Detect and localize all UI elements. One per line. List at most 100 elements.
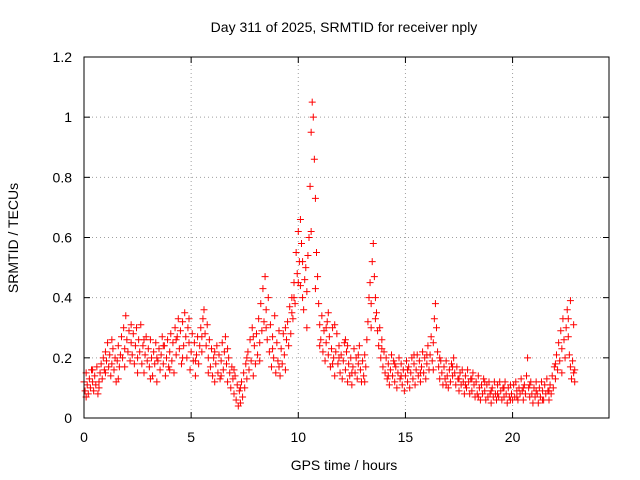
data-point <box>246 336 254 344</box>
data-point <box>227 384 235 392</box>
data-point <box>180 342 188 350</box>
data-point <box>319 348 327 356</box>
data-point <box>407 369 415 377</box>
data-point <box>269 333 277 341</box>
data-point <box>134 354 142 362</box>
data-point <box>410 351 418 359</box>
data-point <box>409 375 417 383</box>
data-point <box>455 375 463 383</box>
y-tick-label: 0.8 <box>53 169 73 185</box>
data-point <box>427 333 435 341</box>
data-point <box>158 333 166 341</box>
data-point <box>354 360 362 368</box>
data-point <box>375 342 383 350</box>
data-point <box>109 345 117 353</box>
data-point <box>124 348 132 356</box>
data-point <box>416 369 424 377</box>
y-tick-label: 0.2 <box>53 350 73 366</box>
data-point <box>274 357 282 365</box>
data-point <box>366 279 374 287</box>
data-point <box>231 372 239 380</box>
data-point <box>120 324 128 332</box>
data-point <box>110 366 118 374</box>
data-point <box>534 399 542 407</box>
data-point <box>105 363 113 371</box>
data-point <box>185 315 193 323</box>
data-point <box>220 348 228 356</box>
data-point <box>343 348 350 356</box>
data-point <box>371 315 379 323</box>
data-point <box>365 294 373 302</box>
data-point <box>265 348 273 356</box>
data-point <box>344 378 352 386</box>
data-point <box>301 276 309 284</box>
data-point <box>127 339 135 347</box>
data-point <box>396 375 404 383</box>
data-point <box>269 345 277 353</box>
data-point <box>321 357 329 365</box>
data-point <box>167 330 175 338</box>
data-point <box>311 194 319 202</box>
data-point <box>156 366 164 374</box>
data-point <box>290 294 298 302</box>
data-point <box>243 375 251 383</box>
data-point <box>266 321 274 329</box>
data-point <box>415 357 423 365</box>
data-point <box>561 354 569 362</box>
data-point <box>113 357 121 365</box>
data-point <box>89 378 97 386</box>
data-point <box>564 315 572 323</box>
data-point <box>288 309 296 317</box>
data-point <box>284 318 292 326</box>
data-point <box>299 294 307 302</box>
data-point <box>94 390 102 398</box>
data-point <box>144 345 152 353</box>
data-point <box>121 345 129 353</box>
data-point <box>198 348 206 356</box>
data-point <box>570 369 578 377</box>
data-point <box>256 357 264 365</box>
data-point <box>566 297 574 305</box>
data-point <box>259 285 267 293</box>
data-point <box>302 264 310 272</box>
data-point <box>239 393 247 401</box>
data-point <box>179 318 187 326</box>
x-tick-label: 15 <box>398 429 414 445</box>
data-point <box>558 369 566 377</box>
data-point <box>140 369 148 377</box>
data-point <box>188 330 196 338</box>
data-point <box>356 366 364 374</box>
data-point <box>154 357 162 365</box>
data-point <box>308 98 316 106</box>
data-point <box>90 387 98 395</box>
data-point <box>405 363 413 371</box>
data-point <box>360 372 368 380</box>
data-point <box>550 363 558 371</box>
data-point <box>555 339 563 347</box>
data-point <box>238 378 245 386</box>
data-point <box>571 378 579 386</box>
data-point <box>244 348 252 356</box>
data-point <box>355 342 363 350</box>
data-point <box>400 387 408 395</box>
data-point <box>294 227 302 235</box>
data-point <box>281 324 289 332</box>
data-point <box>292 249 300 257</box>
data-point <box>122 312 130 320</box>
data-point <box>404 366 412 374</box>
data-point <box>304 252 312 260</box>
data-point <box>146 375 154 383</box>
data-point <box>278 360 286 368</box>
data-point <box>324 351 332 359</box>
data-point <box>100 366 108 374</box>
data-point <box>136 348 144 356</box>
data-point <box>571 366 579 374</box>
data-point <box>487 399 495 407</box>
data-point <box>553 351 560 359</box>
data-point <box>139 342 147 350</box>
data-point <box>150 348 158 356</box>
data-point <box>533 390 541 398</box>
data-point <box>285 342 293 350</box>
data-point <box>202 342 210 350</box>
data-point <box>324 309 332 317</box>
